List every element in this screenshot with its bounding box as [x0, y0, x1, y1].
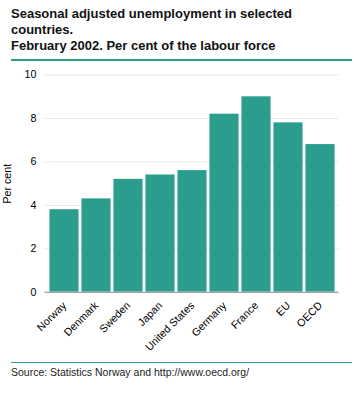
svg-text:United States: United States: [143, 299, 197, 353]
svg-text:4: 4: [30, 199, 36, 211]
svg-text:Denmark: Denmark: [61, 299, 101, 339]
svg-text:Sweden: Sweden: [97, 299, 133, 335]
svg-text:EU: EU: [273, 299, 292, 318]
svg-text:6: 6: [30, 155, 36, 167]
svg-text:2: 2: [30, 242, 36, 254]
svg-text:Norway: Norway: [34, 299, 69, 334]
svg-text:8: 8: [30, 112, 36, 124]
html-text:February 2002. Per cent of the: February 2002. Per cent of the labour fo…: [11, 38, 276, 53]
svg-text:10: 10: [25, 68, 37, 80]
svg-text:Per cent: Per cent: [1, 164, 13, 204]
svg-text:Japan: Japan: [135, 299, 164, 328]
html-text:Seasonal adjusted unemployment: Seasonal adjusted unemployment in select…: [11, 6, 292, 37]
svg-text:OECD: OECD: [294, 299, 324, 329]
svg-text:Germany: Germany: [189, 299, 229, 339]
svg-text:France: France: [228, 299, 260, 331]
svg-text:0: 0: [30, 286, 36, 298]
html-text:Source: Statistics Norway and: Source: Statistics Norway and http://www…: [11, 365, 250, 378]
